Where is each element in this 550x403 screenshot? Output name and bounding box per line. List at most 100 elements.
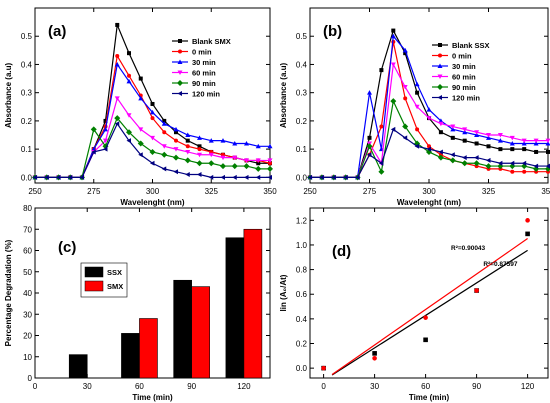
- data-point: [438, 121, 444, 127]
- data-point: [173, 154, 179, 161]
- data-point: [268, 161, 272, 166]
- data-point: [90, 126, 97, 133]
- y-tick-label: 0.6: [296, 290, 308, 299]
- data-point: [390, 33, 396, 39]
- x-tick-label: 350: [541, 187, 550, 196]
- data-point: [185, 172, 190, 178]
- data-point: [321, 365, 326, 371]
- data-point: [220, 174, 225, 180]
- legend-swatch: [84, 280, 104, 292]
- data-point: [56, 174, 61, 180]
- x-tick-label: 90: [187, 382, 196, 391]
- legend-marker: [177, 91, 182, 96]
- x-tick-label: 325: [482, 187, 496, 196]
- data-point: [414, 81, 420, 87]
- data-point: [367, 152, 372, 158]
- legend-marker: [437, 95, 442, 100]
- legend-label: SSX: [107, 268, 122, 277]
- data-point: [546, 149, 550, 154]
- x-tick-label: 120: [237, 382, 251, 391]
- data-point: [267, 165, 273, 172]
- data-point: [534, 149, 539, 154]
- data-point: [137, 140, 144, 147]
- data-point: [196, 160, 203, 167]
- legend-marker: [438, 43, 442, 47]
- x-tick-label: 60: [421, 382, 430, 391]
- y-tick-label: 1.0: [296, 241, 308, 250]
- data-point: [126, 78, 132, 84]
- data-point: [402, 135, 408, 141]
- data-point: [379, 124, 384, 129]
- data-point: [197, 152, 202, 158]
- data-point: [79, 174, 84, 180]
- y-tick-label: 0.2: [296, 117, 308, 126]
- plot-frame: [309, 7, 549, 184]
- data-point: [450, 152, 455, 158]
- legend-marker: [177, 80, 183, 86]
- y-tick-label: 0.4: [296, 60, 308, 69]
- x-tick-label: 275: [87, 187, 101, 196]
- data-point: [185, 149, 191, 155]
- data-point: [197, 172, 202, 178]
- data-point: [415, 127, 420, 132]
- x-tick-label: 250: [303, 187, 317, 196]
- data-point: [414, 143, 420, 149]
- data-point: [414, 104, 420, 110]
- data-point: [244, 158, 249, 163]
- data-point: [197, 135, 202, 140]
- data-point: [403, 51, 408, 56]
- x-axis-title: Time (min): [132, 393, 173, 402]
- x-tick-label: 325: [205, 187, 219, 196]
- data-point: [162, 130, 167, 135]
- series-line-0: [310, 29, 548, 178]
- data-point: [486, 133, 491, 138]
- x-tick-label: 60: [135, 382, 144, 391]
- legend-label: 90 min: [192, 79, 216, 88]
- panel-d: 0 30 60 90 120 0.0 0.2 0.4 0.6 0.8 1.0 1.2 Time (min…: [279, 207, 549, 402]
- data-point: [150, 116, 155, 121]
- data-point: [525, 231, 530, 237]
- x-tick-label: 300: [422, 187, 436, 196]
- data-point: [533, 163, 539, 169]
- data-point: [509, 135, 515, 141]
- data-point: [173, 147, 179, 152]
- legend-marker: [438, 53, 442, 58]
- legend-marker: [177, 70, 183, 75]
- data-point: [391, 28, 396, 33]
- data-point: [525, 218, 530, 223]
- data-point: [497, 160, 503, 166]
- data-point: [367, 90, 372, 95]
- y-tick-label: 0.2: [21, 117, 33, 126]
- data-point: [545, 163, 550, 169]
- x-tick-label: 0: [321, 382, 326, 391]
- data-point: [174, 130, 178, 135]
- data-point: [474, 130, 480, 135]
- data-point: [185, 144, 190, 149]
- data-point: [372, 351, 377, 356]
- data-point: [231, 163, 238, 170]
- data-point: [267, 143, 273, 149]
- data-point: [521, 160, 527, 166]
- data-point: [426, 116, 432, 121]
- data-point: [378, 160, 384, 166]
- data-point: [126, 129, 132, 136]
- bar-smx-90: [191, 286, 210, 379]
- x-tick-label: 120: [521, 382, 535, 391]
- x-axis-title: Wavelenght (nm): [397, 198, 461, 207]
- legend-marker: [437, 63, 443, 68]
- data-point: [474, 141, 479, 146]
- data-point: [150, 135, 155, 141]
- data-point: [450, 126, 456, 132]
- data-point: [114, 121, 120, 127]
- data-point: [390, 98, 397, 105]
- data-point: [255, 165, 262, 172]
- legend-label: 0 min: [192, 48, 212, 57]
- data-point: [103, 146, 108, 152]
- data-point: [243, 163, 250, 170]
- data-point: [462, 155, 467, 161]
- legend-label: 0 min: [452, 52, 472, 61]
- y-tick-label: 0.1: [296, 145, 308, 154]
- r-squared-annotation: R²=0.87597: [483, 261, 518, 268]
- bar-ssx-60: [121, 333, 140, 379]
